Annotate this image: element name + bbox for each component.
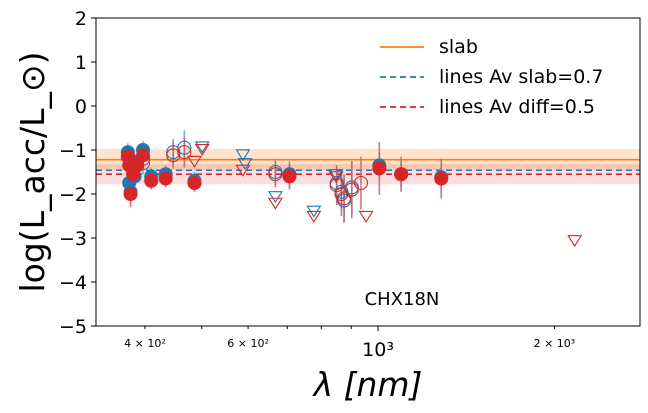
upper-limit-marker — [267, 191, 283, 204]
filled-point — [282, 169, 297, 184]
plot-frame — [95, 17, 641, 327]
open-point — [334, 186, 349, 202]
x-tick-label: 10³ — [362, 339, 394, 361]
x-tick-label: 4 × 10² — [124, 337, 166, 350]
open-point — [177, 140, 192, 155]
upper-limit-marker — [328, 169, 344, 182]
open-point — [135, 151, 151, 166]
y-tick-label: −2 — [59, 184, 87, 206]
upper-limit-marker — [237, 158, 253, 171]
open-point — [126, 156, 141, 171]
upper-limit-marker — [328, 171, 344, 184]
x-tick-label: 2 × 10³ — [534, 337, 576, 350]
data-markers — [120, 140, 583, 248]
legend: slab lines Av slab=0.7 lines Av diff=0.5 — [380, 36, 603, 118]
x-axis-label: λ [nm] — [312, 365, 423, 404]
x-axis: 4 × 10² 6 × 10² 10³ 2 × 10³ — [124, 326, 575, 361]
upper-limit-marker — [267, 197, 283, 210]
y-tick-label: 2 — [75, 8, 87, 30]
upper-limit-marker — [567, 235, 583, 248]
open-point — [177, 145, 192, 160]
annotation-text: CHX18N — [365, 289, 440, 310]
upper-limit-marker — [358, 210, 374, 223]
y-tick-label: 0 — [75, 96, 87, 118]
filled-point — [372, 161, 387, 176]
upper-limit-marker — [235, 149, 251, 162]
x-tick-label: 6 × 10² — [227, 337, 269, 350]
y-axis-label: log(L_acc/L_⊙) — [13, 51, 52, 292]
open-point — [353, 175, 369, 191]
y-tick-label: −5 — [59, 316, 87, 338]
y-tick-label: −3 — [59, 228, 87, 250]
legend-label: lines Av diff=0.5 — [439, 96, 595, 118]
y-tick-label: −4 — [59, 272, 87, 294]
upper-limit-marker — [235, 164, 251, 177]
upper-limit-marker — [194, 144, 210, 157]
upper-limit-marker — [194, 141, 210, 154]
legend-label: lines Av slab=0.7 — [439, 66, 603, 88]
legend-label: slab — [439, 36, 478, 58]
open-point — [344, 182, 359, 197]
open-point — [337, 191, 352, 206]
upper-limit-marker — [306, 210, 322, 223]
filled-point — [394, 167, 409, 182]
filled-point — [158, 171, 173, 186]
filled-point — [136, 148, 151, 163]
filled-point — [187, 176, 202, 190]
y-tick-label: 1 — [75, 52, 87, 74]
y-tick-label: −1 — [59, 140, 87, 162]
y-axis: −5 −4 −3 −2 −1 0 1 2 — [59, 8, 96, 338]
reference-lines — [96, 158, 640, 175]
filled-point — [123, 187, 138, 201]
error-bands — [96, 149, 640, 185]
upper-limit-marker — [186, 155, 202, 168]
open-point — [329, 178, 344, 193]
filled-point — [434, 171, 449, 186]
open-point — [268, 167, 283, 182]
open-point — [166, 148, 181, 163]
filled-point — [144, 173, 159, 188]
